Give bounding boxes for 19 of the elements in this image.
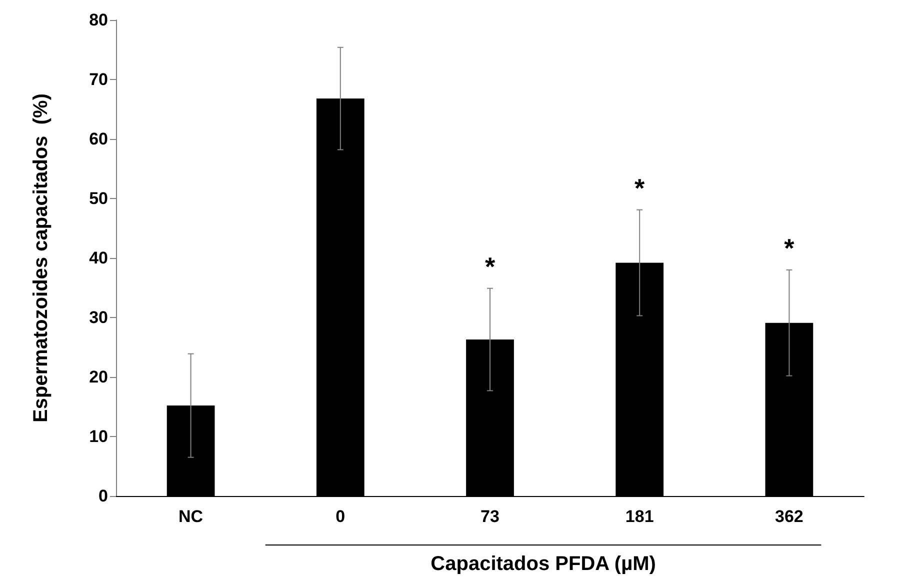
x-tick-label: 181	[625, 507, 654, 526]
annotation: *	[484, 251, 496, 282]
y-tick-label: 80	[89, 10, 108, 30]
y-tick-label: 50	[89, 189, 108, 208]
x-axis-title: Capacitados PFDA (µM)	[430, 553, 656, 575]
y-tick-label: 20	[89, 368, 108, 386]
x-tick-label: 0	[336, 507, 346, 526]
y-tick-label: 0	[98, 486, 108, 506]
y-tick-label: 70	[89, 70, 108, 89]
y-tick-label: 40	[89, 248, 108, 268]
annotation: *	[784, 232, 796, 263]
x-tick-label: 362	[775, 507, 804, 526]
x-tick-label: NC	[178, 507, 204, 526]
y-tick-label: 60	[89, 130, 108, 148]
y-axis-title: Espermatozoides capacitados (%)	[30, 94, 52, 422]
annotation: *	[634, 172, 646, 203]
y-tick-label: 10	[89, 427, 108, 446]
y-tick-label: 30	[89, 308, 108, 327]
x-tick-label: 73	[480, 507, 500, 526]
